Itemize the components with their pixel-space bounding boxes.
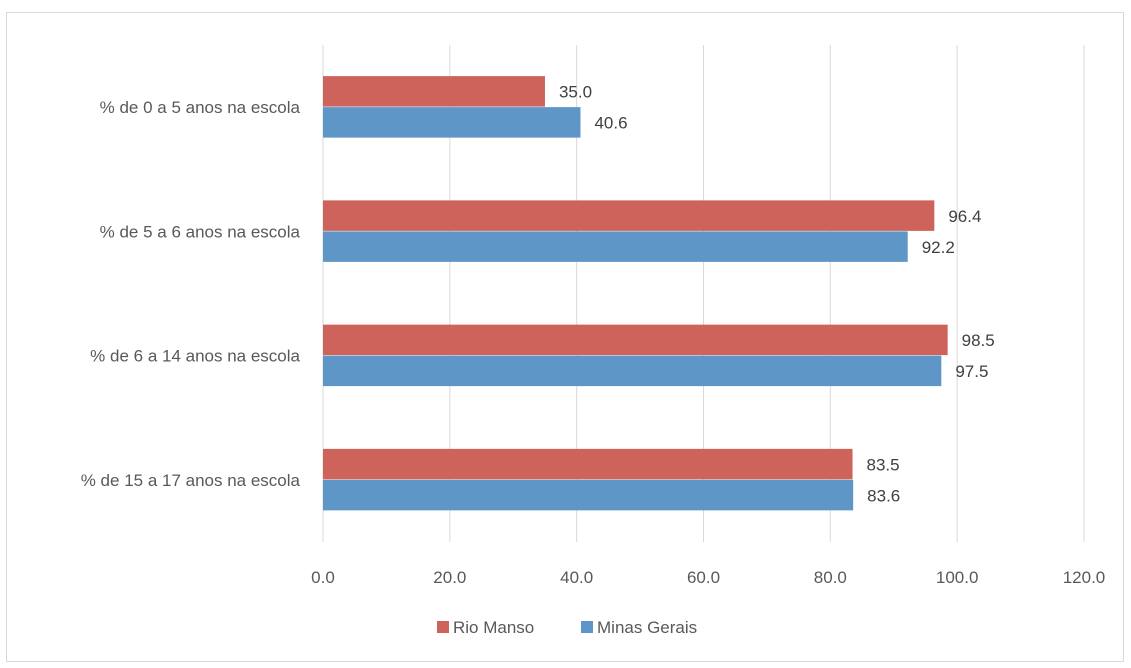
data-label: 98.5 [962, 331, 995, 350]
data-label: 83.6 [867, 486, 900, 505]
x-tick-label: 60.0 [687, 568, 720, 587]
legend-swatch [437, 621, 449, 633]
x-tick-label: 20.0 [433, 568, 466, 587]
legend-swatch [581, 621, 593, 633]
data-label: 83.5 [867, 455, 900, 474]
bar-rio-manso [323, 76, 545, 107]
category-label: % de 0 a 5 anos na escola [100, 98, 301, 117]
bar-minas-gerais [323, 355, 942, 387]
category-label: % de 15 a 17 anos na escola [81, 471, 301, 490]
legend: Rio Manso Minas Gerais [437, 618, 697, 637]
x-tick-label: 120.0 [1063, 568, 1106, 587]
x-tick-label: 80.0 [814, 568, 847, 587]
data-label: 40.6 [594, 114, 627, 133]
bar-minas-gerais [323, 479, 854, 511]
x-tick-label: 0.0 [311, 568, 335, 587]
bars [323, 76, 948, 511]
x-tick-labels: 0.0 20.0 40.0 60.0 80.0 100.0 120.0 [311, 568, 1105, 587]
bar-minas-gerais [323, 107, 581, 138]
legend-label: Rio Manso [453, 618, 534, 637]
data-label: 35.0 [559, 83, 592, 102]
data-labels: 35.040.6 96.4 92.2 98.5 97.5 83.5 83.6 [559, 83, 995, 506]
category-label: % de 6 a 14 anos na escola [90, 347, 300, 366]
data-label: 97.5 [955, 362, 988, 381]
bar-rio-manso [323, 324, 948, 356]
category-labels: % de 0 a 5 anos na escola % de 5 a 6 anos… [81, 98, 301, 490]
category-label: % de 5 a 6 anos na escola [100, 222, 301, 241]
data-label: 96.4 [948, 207, 981, 226]
legend-label: Minas Gerais [597, 618, 697, 637]
bar-rio-manso [323, 200, 935, 231]
x-tick-label: 40.0 [560, 568, 593, 587]
bar-minas-gerais [323, 231, 908, 262]
bar-rio-manso [323, 448, 853, 480]
x-tick-label: 100.0 [936, 568, 979, 587]
data-label: 92.2 [922, 238, 955, 257]
